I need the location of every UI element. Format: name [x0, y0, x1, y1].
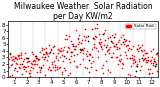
Legend: Solar Rad.: Solar Rad. [125, 24, 156, 29]
Title: Milwaukee Weather  Solar Radiation
per Day KW/m2: Milwaukee Weather Solar Radiation per Da… [14, 2, 152, 21]
